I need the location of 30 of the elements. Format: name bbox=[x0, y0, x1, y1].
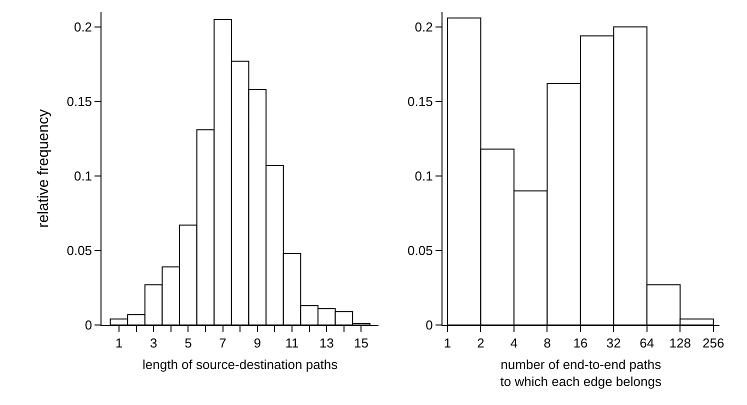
x-tick-label: 4 bbox=[510, 336, 518, 351]
x-tick-label: 16 bbox=[573, 336, 588, 351]
x-tick-label: 64 bbox=[640, 336, 654, 351]
y-tick-label: 0.05 bbox=[408, 243, 433, 258]
x-tick-label: 15 bbox=[354, 336, 368, 351]
y-tick-label: 0.15 bbox=[408, 94, 433, 109]
y-tick-label: 0.1 bbox=[74, 168, 92, 184]
x-tick-label: 7 bbox=[219, 336, 226, 351]
x-tick-label: 256 bbox=[702, 336, 724, 351]
x-axis-title: number of end-to-end paths to which each edge belongs bbox=[500, 357, 662, 390]
x-tick-label: 9 bbox=[254, 336, 262, 351]
y-tick-label: 0.2 bbox=[74, 19, 92, 34]
x-tick-label: 1 bbox=[115, 336, 123, 351]
y-tick-label: 0.2 bbox=[414, 19, 433, 34]
x-tick-label: 3 bbox=[150, 336, 158, 351]
y-axis-title: relative frequency bbox=[34, 108, 52, 228]
x-tick-label: 128 bbox=[669, 336, 691, 351]
y-tick-label: 0 bbox=[426, 318, 433, 333]
x-tick-label: 5 bbox=[184, 336, 192, 351]
y-tick-label: 0.1 bbox=[414, 168, 433, 184]
y-tick-label: 0 bbox=[84, 318, 92, 333]
x-tick-label: 13 bbox=[319, 336, 334, 351]
y-tick-label: 0.15 bbox=[66, 94, 92, 109]
x-tick-label: 32 bbox=[606, 336, 621, 351]
x-tick-label: 11 bbox=[285, 336, 299, 351]
x-tick-label: 8 bbox=[544, 336, 551, 351]
x-tick-label: 2 bbox=[477, 336, 484, 351]
x-tick-label: 1 bbox=[444, 336, 452, 351]
x-axis-title: length of source-destination paths bbox=[142, 357, 338, 372]
y-tick-label: 0.05 bbox=[66, 243, 92, 258]
